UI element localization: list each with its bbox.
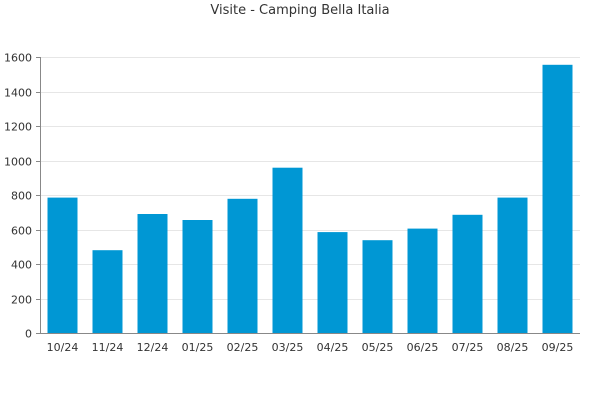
bar-04-25: [317, 232, 348, 333]
bar-06-25: [407, 228, 438, 333]
x-tick-label: 01/25: [182, 341, 214, 354]
x-tick-label: 12/24: [137, 341, 169, 354]
y-tick-label: 1600: [4, 52, 32, 65]
x-tick-label: 05/25: [362, 341, 394, 354]
y-axis-tick-labels: 0 200 400 600 800 1000 1200 1400 1600: [4, 52, 32, 341]
y-tick-label: 400: [11, 259, 32, 272]
x-tick-label: 08/25: [497, 341, 529, 354]
bar-03-25: [272, 167, 303, 333]
grid-lines: [40, 57, 580, 300]
bar-05-25: [362, 240, 393, 333]
y-tick-label: 1200: [4, 121, 32, 134]
y-tick-label: 800: [11, 190, 32, 203]
bars: [47, 64, 573, 334]
y-tick-label: 600: [11, 225, 32, 238]
bar-10-24: [47, 197, 78, 333]
x-tick-label: 04/25: [317, 341, 349, 354]
bar-08-25: [497, 197, 528, 333]
y-tick-label: 1000: [4, 156, 32, 169]
y-tick-label: 0: [25, 328, 32, 341]
x-tick-label: 03/25: [272, 341, 304, 354]
bar-12-24: [137, 214, 168, 333]
y-tick-label: 200: [11, 294, 32, 307]
bar-09-25: [542, 64, 573, 334]
bar-02-25: [227, 198, 258, 333]
bar-07-25: [452, 214, 483, 333]
chart-title: Visite - Camping Bella Italia: [210, 3, 390, 18]
x-tick-label: 07/25: [452, 341, 484, 354]
x-tick-label: 06/25: [407, 341, 439, 354]
bar-11-24: [92, 250, 123, 333]
y-tick-label: 1400: [4, 87, 32, 100]
bar-01-25: [182, 220, 213, 333]
axes: [36, 57, 580, 334]
x-tick-label: 09/25: [542, 341, 574, 354]
x-tick-label: 11/24: [92, 341, 124, 354]
x-tick-label: 10/24: [47, 341, 79, 354]
x-axis-tick-labels: 10/24 11/24 12/24 01/25 02/25 03/25 04/25 05/25…: [47, 341, 574, 354]
x-tick-label: 02/25: [227, 341, 259, 354]
